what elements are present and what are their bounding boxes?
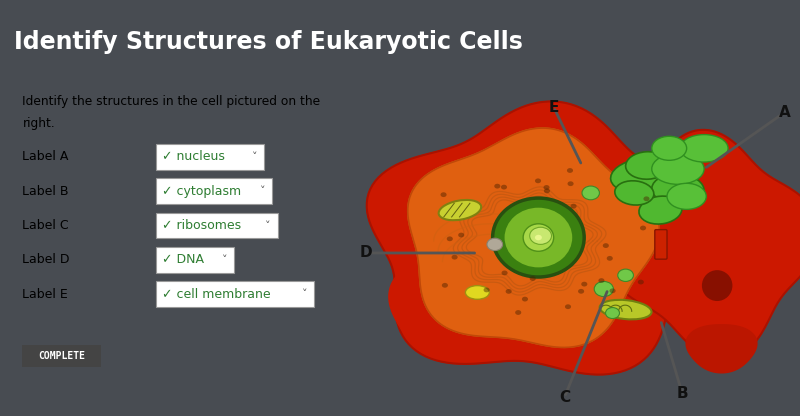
Ellipse shape: [523, 224, 554, 251]
Circle shape: [543, 185, 550, 190]
Text: ˅: ˅: [259, 186, 266, 196]
Circle shape: [567, 181, 574, 186]
Text: Label C: Label C: [22, 219, 69, 232]
Ellipse shape: [600, 300, 651, 319]
Ellipse shape: [639, 196, 682, 224]
Text: Identify the structures in the cell pictured on the: Identify the structures in the cell pict…: [22, 95, 321, 108]
Circle shape: [522, 297, 528, 302]
Circle shape: [446, 236, 453, 241]
Ellipse shape: [702, 270, 733, 301]
Circle shape: [451, 255, 458, 260]
Text: C: C: [559, 390, 570, 405]
FancyBboxPatch shape: [22, 345, 101, 367]
Ellipse shape: [652, 136, 686, 160]
Polygon shape: [366, 102, 718, 374]
Circle shape: [638, 280, 644, 285]
Ellipse shape: [652, 154, 704, 184]
Text: ˅: ˅: [265, 220, 271, 230]
FancyBboxPatch shape: [156, 247, 234, 273]
FancyBboxPatch shape: [156, 213, 278, 238]
Circle shape: [640, 225, 646, 230]
FancyBboxPatch shape: [655, 230, 667, 259]
Circle shape: [578, 289, 584, 294]
Circle shape: [494, 184, 500, 188]
Polygon shape: [686, 325, 757, 373]
Text: ˅: ˅: [302, 289, 308, 299]
Ellipse shape: [438, 200, 482, 220]
Ellipse shape: [667, 183, 706, 209]
FancyBboxPatch shape: [156, 178, 272, 204]
Text: ✓ cytoplasm: ✓ cytoplasm: [162, 185, 241, 198]
Text: ˅: ˅: [222, 255, 228, 265]
Circle shape: [483, 287, 490, 292]
Text: right.: right.: [22, 117, 55, 131]
Text: Label E: Label E: [22, 288, 68, 301]
Circle shape: [506, 289, 512, 294]
Text: ˅: ˅: [251, 152, 258, 162]
Ellipse shape: [652, 174, 704, 205]
Circle shape: [530, 276, 536, 281]
Circle shape: [602, 243, 609, 248]
Circle shape: [487, 238, 502, 250]
Text: E: E: [549, 99, 559, 115]
FancyBboxPatch shape: [156, 281, 314, 307]
Circle shape: [643, 196, 650, 201]
Text: ✓ cell membrane: ✓ cell membrane: [162, 288, 270, 301]
Text: Label B: Label B: [22, 185, 69, 198]
Text: Label D: Label D: [22, 253, 70, 266]
Text: ✓ ribosomes: ✓ ribosomes: [162, 219, 241, 232]
Text: ✓ nucleus: ✓ nucleus: [162, 151, 225, 163]
Circle shape: [582, 186, 599, 200]
Circle shape: [535, 235, 542, 240]
Polygon shape: [389, 262, 496, 358]
Circle shape: [530, 227, 551, 244]
Polygon shape: [606, 130, 800, 359]
Circle shape: [606, 256, 613, 261]
Ellipse shape: [626, 152, 669, 179]
Ellipse shape: [680, 134, 728, 162]
Circle shape: [502, 270, 508, 275]
Text: D: D: [360, 245, 373, 260]
Text: Label A: Label A: [22, 151, 69, 163]
Circle shape: [535, 178, 541, 183]
Ellipse shape: [466, 285, 490, 300]
Circle shape: [618, 269, 634, 282]
Ellipse shape: [610, 158, 675, 193]
Circle shape: [544, 188, 550, 193]
Circle shape: [441, 192, 446, 197]
Circle shape: [515, 310, 522, 315]
Circle shape: [442, 283, 448, 288]
Circle shape: [582, 282, 587, 287]
Text: A: A: [779, 105, 790, 120]
Circle shape: [598, 278, 605, 283]
Circle shape: [606, 307, 619, 319]
Circle shape: [567, 168, 573, 173]
Ellipse shape: [503, 207, 574, 268]
Circle shape: [594, 282, 614, 297]
Circle shape: [610, 288, 616, 293]
Circle shape: [501, 185, 507, 190]
Text: ✓ DNA: ✓ DNA: [162, 253, 204, 266]
Circle shape: [565, 304, 571, 309]
Polygon shape: [408, 128, 659, 347]
Text: COMPLETE: COMPLETE: [38, 351, 85, 361]
Text: B: B: [677, 386, 688, 401]
FancyBboxPatch shape: [156, 144, 264, 170]
Circle shape: [458, 233, 464, 238]
Ellipse shape: [493, 198, 584, 277]
Ellipse shape: [615, 181, 654, 205]
Text: Identify Structures of Eukaryotic Cells: Identify Structures of Eukaryotic Cells: [14, 30, 523, 54]
Circle shape: [570, 204, 577, 208]
